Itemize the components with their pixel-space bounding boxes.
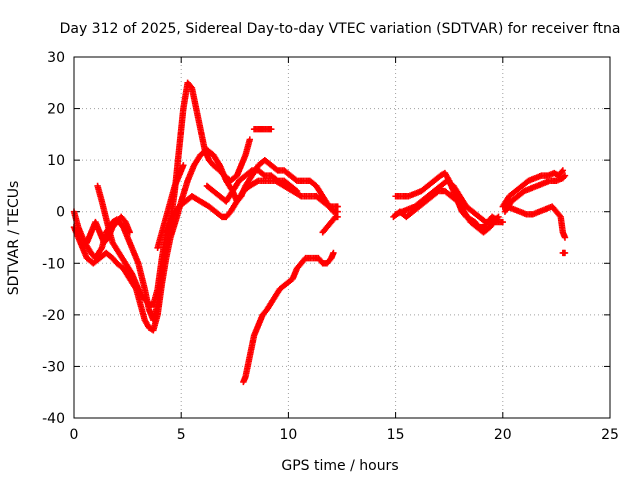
data-point xyxy=(268,126,275,133)
series-arc-p xyxy=(559,249,569,257)
data-point xyxy=(494,214,501,222)
y-tick-label: -30 xyxy=(42,359,65,375)
series-arc-g xyxy=(250,126,275,133)
data-point xyxy=(495,213,502,221)
data-point xyxy=(558,168,565,175)
y-tick-label: 20 xyxy=(47,102,65,118)
series-arc-f xyxy=(203,167,301,205)
x-tick-label: 10 xyxy=(279,427,297,443)
grid-lines xyxy=(74,57,610,418)
x-tick-label: 25 xyxy=(601,427,619,443)
x-tick-label: 0 xyxy=(70,427,79,443)
series-arc-n xyxy=(499,167,567,210)
data-point xyxy=(561,234,569,241)
series-arc-h xyxy=(240,249,337,386)
data-point xyxy=(330,249,337,257)
y-tick-label: 0 xyxy=(56,205,65,221)
y-tick-label: 30 xyxy=(47,50,65,66)
axis-ticks xyxy=(73,56,611,419)
series-arc-i xyxy=(319,213,341,236)
series-arc-l xyxy=(392,177,502,226)
y-axis-label: SDTVAR / TECUs xyxy=(6,181,22,296)
series-arc-e xyxy=(154,162,187,252)
data-points xyxy=(70,79,569,386)
x-tick-label: 5 xyxy=(177,427,186,443)
data-point xyxy=(561,172,569,179)
x-tick-label: 20 xyxy=(494,427,512,443)
x-axis-label: GPS time / hours xyxy=(281,458,398,474)
data-point xyxy=(499,218,506,226)
x-tick-labels: 0 5 10 15 20 25 xyxy=(70,427,619,443)
data-point xyxy=(334,213,341,221)
y-tick-label: 10 xyxy=(47,153,65,169)
data-point xyxy=(180,162,187,169)
y-tick-label: -20 xyxy=(42,308,65,324)
data-point xyxy=(292,186,299,194)
data-point xyxy=(561,249,569,257)
series-arc-d xyxy=(83,213,133,246)
data-point xyxy=(126,229,133,236)
data-point xyxy=(560,173,568,181)
data-point xyxy=(334,203,341,210)
series-arc-o xyxy=(503,203,569,241)
data-point xyxy=(293,187,301,195)
plot-frame xyxy=(73,56,611,419)
y-tick-label: -40 xyxy=(42,411,65,427)
data-point xyxy=(559,167,567,174)
y-tick-label: -10 xyxy=(42,256,65,272)
data-point xyxy=(556,212,563,219)
y-tick-labels: -40 -30 -20 -10 0 10 20 30 xyxy=(42,50,65,427)
data-point xyxy=(246,136,254,143)
x-tick-label: 15 xyxy=(387,427,405,443)
chart-title: Day 312 of 2025, Sidereal Day-to-day VTE… xyxy=(60,21,621,37)
